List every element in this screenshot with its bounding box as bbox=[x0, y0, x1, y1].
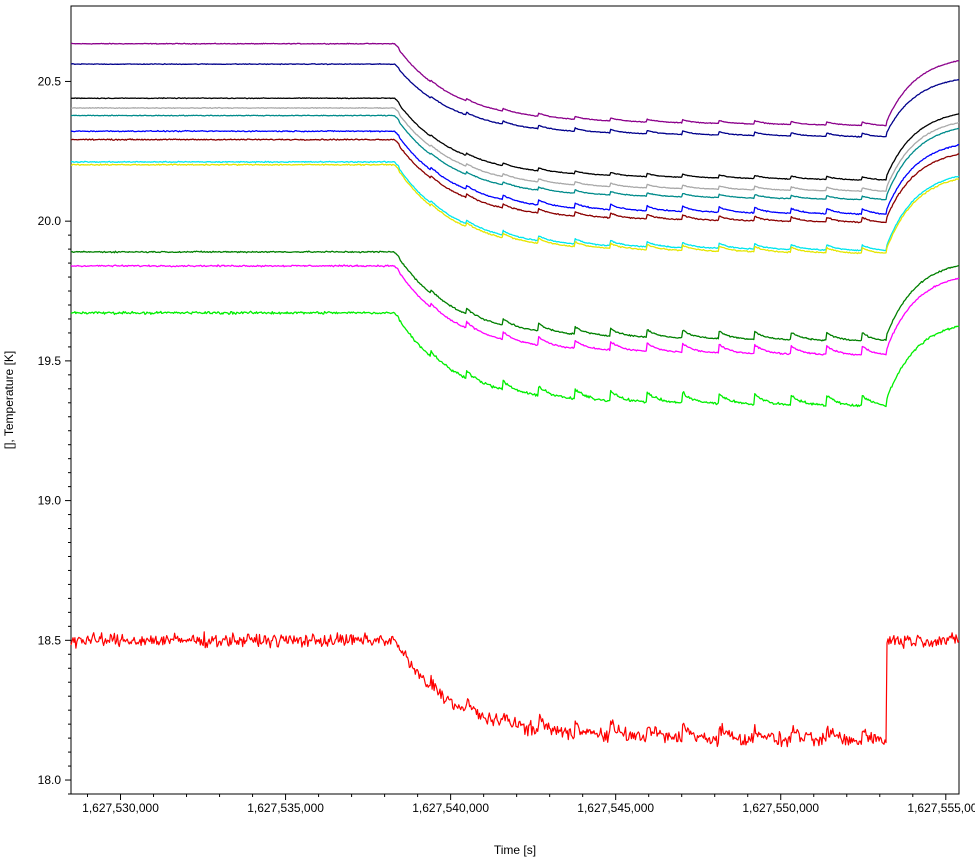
series-group bbox=[70, 42, 960, 748]
x-tick-label: 1,627,545,000 bbox=[577, 801, 654, 815]
y-axis-label: [], Temperature [K] bbox=[2, 351, 16, 450]
series-line bbox=[70, 250, 960, 342]
series-line bbox=[70, 160, 960, 252]
series-line bbox=[70, 42, 960, 127]
series-line bbox=[70, 631, 960, 748]
series-line bbox=[70, 106, 960, 193]
x-tick-label: 1,627,535,000 bbox=[247, 801, 324, 815]
y-tick-label: 18.5 bbox=[38, 633, 62, 647]
series-line bbox=[70, 97, 960, 181]
series-line bbox=[70, 138, 960, 224]
series-line bbox=[70, 114, 960, 201]
y-tick-label: 19.5 bbox=[38, 354, 62, 368]
tick-labels: 1,627,530,000 1,627,535,000 1,627,540,000 1… bbox=[38, 74, 975, 815]
y-tick-label: 19.0 bbox=[38, 494, 62, 508]
series-line bbox=[70, 264, 960, 356]
x-axis-label: Time [s] bbox=[494, 843, 536, 857]
y-tick-label: 20.0 bbox=[38, 214, 62, 228]
plot-area bbox=[70, 5, 960, 795]
x-tick-label: 1,627,530,000 bbox=[82, 801, 159, 815]
series-line bbox=[70, 310, 960, 408]
y-tick-label: 20.5 bbox=[38, 74, 62, 88]
x-tick-label: 1,627,550,000 bbox=[742, 801, 819, 815]
series-line bbox=[70, 129, 960, 216]
x-tick-label: 1,627,540,000 bbox=[412, 801, 489, 815]
y-tick-label: 18.0 bbox=[38, 773, 62, 787]
series-line bbox=[70, 62, 960, 138]
axis-ticks bbox=[65, 80, 947, 800]
x-tick-label: 1,627,555,000 bbox=[907, 801, 975, 815]
series-line bbox=[70, 163, 960, 255]
